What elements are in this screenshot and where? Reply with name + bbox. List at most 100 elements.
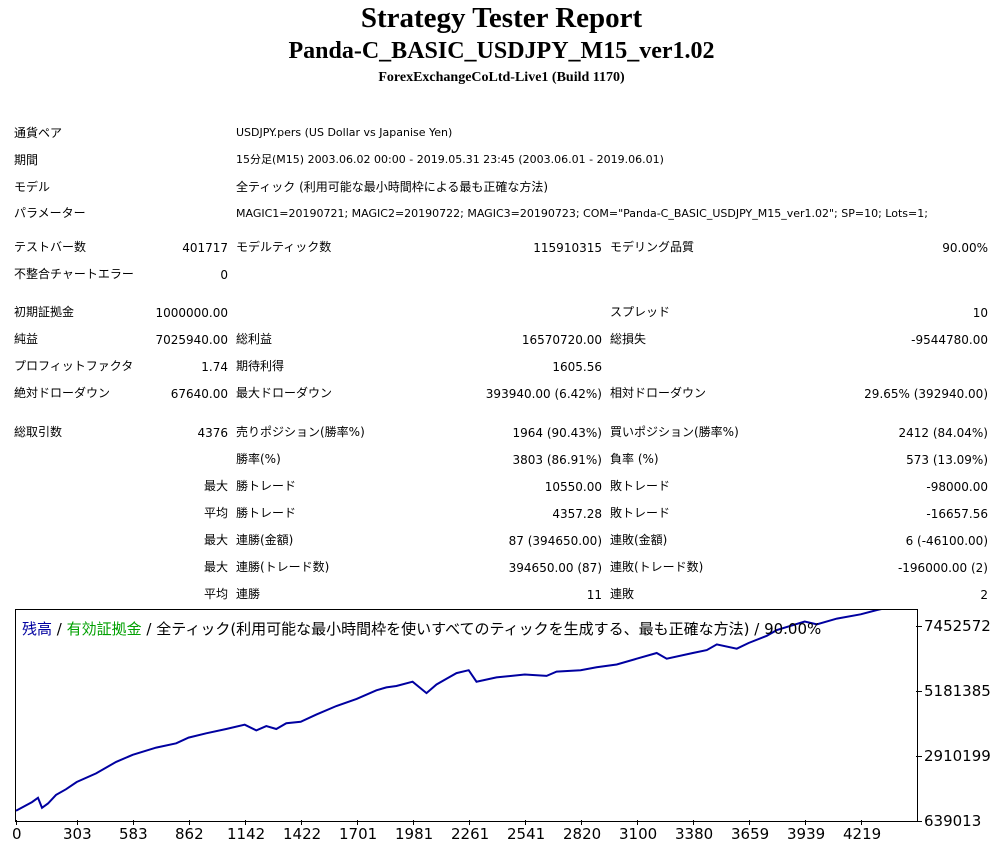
x-tick-mark: [245, 820, 246, 825]
x-tick-mark: [357, 820, 358, 825]
x-tick-label: 2820: [563, 825, 602, 843]
win-rate-value: 3803 (86.91%): [512, 453, 602, 467]
y-tick-mark: [916, 691, 922, 692]
abs-dd-label: 絶対ドローダウン: [14, 386, 111, 400]
chart-legend: 残高 / 有効証拠金 / 全ティック(利用可能な最小時間枠を使いすべてのティック…: [22, 618, 821, 639]
legend-desc: / 全ティック(利用可能な最小時間枠を使いすべてのティックを生成する、最も正確な…: [141, 620, 822, 638]
max-label-2: 最大: [203, 533, 228, 547]
x-tick-label: 4219: [843, 825, 882, 843]
trades-label: 総取引数: [14, 425, 63, 439]
balance-chart: 残高 / 有効証拠金 / 全ティック(利用可能な最小時間枠を使いすべてのティック…: [15, 609, 918, 822]
mismatch-value: 0: [220, 268, 228, 282]
x-tick-mark: [301, 820, 302, 825]
consec-win-count-label: 連勝(トレード数): [236, 560, 330, 574]
avg-consec-win-value: 11: [586, 588, 602, 602]
avg-consec-loss-label: 連敗: [610, 587, 635, 601]
avg-label-2: 平均: [203, 587, 228, 601]
pf-value: 1.74: [201, 360, 228, 374]
largest-win-label: 勝トレード: [236, 479, 297, 493]
x-tick-mark: [77, 820, 78, 825]
consec-win-amount-label: 連勝(金額): [236, 533, 294, 547]
y-tick-label: 5181385: [924, 682, 991, 700]
rel-dd-label: 相対ドローダウン: [610, 386, 707, 400]
deposit-value: 1000000.00: [155, 306, 228, 320]
y-tick-mark: [916, 821, 922, 822]
params-value: MAGIC1=20190721; MAGIC2=20190722; MAGIC3…: [236, 207, 928, 220]
y-tick-label: 2910199: [924, 747, 991, 765]
long-value: 2412 (84.04%): [898, 426, 988, 440]
consec-loss-count-label: 連敗(トレード数): [610, 560, 704, 574]
gross-loss-value: -9544780.00: [911, 333, 988, 347]
avg-consec-win-label: 連勝: [236, 587, 261, 601]
trades-value: 4376: [197, 426, 228, 440]
balance-line-svg: [16, 610, 882, 812]
largest-loss-value: -98000.00: [926, 480, 988, 494]
legend-sep: /: [52, 620, 67, 638]
net-label: 純益: [14, 332, 39, 346]
x-tick-mark: [16, 820, 17, 825]
x-tick-label: 1422: [283, 825, 322, 843]
ticks-label: モデルティック数: [236, 240, 332, 254]
y-tick-label: 639013: [924, 812, 982, 830]
x-tick-label: 583: [119, 825, 148, 843]
max-dd-value: 393940.00 (6.42%): [485, 387, 602, 401]
legend-balance: 残高: [22, 620, 53, 638]
loss-rate-label: 負率 (%): [610, 452, 659, 466]
expected-label: 期待利得: [236, 359, 285, 373]
abs-dd-value: 67640.00: [170, 387, 228, 401]
expected-value: 1605.56: [552, 360, 602, 374]
x-tick-label: 3659: [731, 825, 770, 843]
ticks-value: 115910315: [533, 241, 602, 255]
x-tick-mark: [693, 820, 694, 825]
avg-label-1: 平均: [203, 506, 228, 520]
x-tick-label: 3939: [787, 825, 826, 843]
period-label: 期間: [14, 153, 39, 167]
x-tick-mark: [133, 820, 134, 825]
legend-equity: 有効証拠金: [66, 620, 142, 638]
max-label-3: 最大: [203, 560, 228, 574]
report-title: Strategy Tester Report: [360, 2, 643, 34]
x-tick-label: 862: [175, 825, 204, 843]
consec-win-amount-value: 87 (394650.00): [508, 534, 602, 548]
report-subtitle: Panda-C_BASIC_USDJPY_M15_ver1.02: [288, 38, 715, 64]
pair-value: USDJPY.pers (US Dollar vs Japanise Yen): [236, 126, 453, 139]
bars-label: テストバー数: [14, 240, 87, 254]
largest-win-value: 10550.00: [544, 480, 602, 494]
gross-loss-label: 総損失: [610, 332, 647, 346]
avg-consec-loss-value: 2: [980, 588, 988, 602]
max-dd-label: 最大ドローダウン: [236, 386, 333, 400]
params-label: パラメーター: [14, 206, 86, 220]
x-tick-mark: [525, 820, 526, 825]
x-tick-label: 1981: [395, 825, 434, 843]
largest-loss-label: 敗トレード: [610, 479, 671, 493]
quality-value: 90.00%: [942, 241, 988, 255]
x-tick-label: 1701: [339, 825, 378, 843]
quality-label: モデリング品質: [610, 240, 695, 254]
x-tick-mark: [469, 820, 470, 825]
x-tick-mark: [413, 820, 414, 825]
x-tick-label: 303: [63, 825, 92, 843]
x-tick-label: 2541: [507, 825, 546, 843]
x-tick-mark: [189, 820, 190, 825]
pair-label: 通貨ペア: [14, 126, 63, 140]
win-rate-label: 勝率(%): [236, 452, 281, 466]
consec-loss-count-value: -196000.00 (2): [897, 561, 988, 575]
consec-loss-amount-value: 6 (-46100.00): [905, 534, 988, 548]
rel-dd-value: 29.65% (392940.00): [864, 387, 988, 401]
x-tick-mark: [581, 820, 582, 825]
y-tick-mark: [916, 626, 922, 627]
spread-label: スプレッド: [610, 305, 671, 319]
x-tick-mark: [805, 820, 806, 825]
consec-loss-amount-label: 連敗(金額): [610, 533, 668, 547]
model-value: 全ティック (利用可能な最小時間枠による最も正確な方法): [236, 180, 549, 194]
x-tick-mark: [861, 820, 862, 825]
avg-win-value: 4357.28: [552, 507, 602, 521]
x-tick-label: 3100: [619, 825, 658, 843]
net-value: 7025940.00: [155, 333, 228, 347]
pf-label: プロフィットファクタ: [14, 359, 134, 373]
mismatch-label: 不整合チャートエラー: [14, 267, 134, 281]
x-tick-label: 2261: [451, 825, 490, 843]
y-tick-label: 7452572: [924, 617, 991, 635]
x-tick-mark: [749, 820, 750, 825]
spread-value: 10: [972, 306, 988, 320]
